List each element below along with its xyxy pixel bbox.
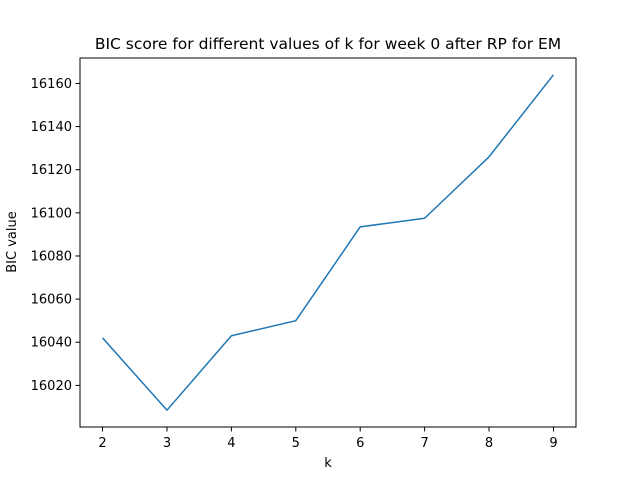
y-ticks: 16020 16040 16060 16080 16100 16120 16140 16160 xyxy=(31,77,80,394)
y-tick-label: 16080 xyxy=(31,249,72,264)
x-tick-label: 5 xyxy=(292,436,300,451)
series-line xyxy=(101,74,555,411)
plot-area xyxy=(101,74,555,411)
x-axis-label: k xyxy=(324,456,332,471)
y-tick-label: 16020 xyxy=(31,379,72,394)
x-tick-label: 3 xyxy=(163,436,171,451)
x-tick-label: 8 xyxy=(485,436,493,451)
y-tick-label: 16060 xyxy=(31,293,72,308)
x-tick-label: 7 xyxy=(420,436,428,451)
x-tick-label: 4 xyxy=(227,436,235,451)
y-tick-label: 16160 xyxy=(31,77,72,92)
y-axis-label: BIC value xyxy=(5,211,20,272)
x-tick-label: 6 xyxy=(356,436,364,451)
y-tick-label: 16140 xyxy=(31,120,72,135)
axes-frame xyxy=(79,57,577,428)
x-tick-label: 9 xyxy=(549,436,557,451)
chart-title: BIC score for different values of k for … xyxy=(95,35,561,53)
x-tick-label: 2 xyxy=(98,436,106,451)
x-ticks: 2 3 4 5 6 7 8 9 xyxy=(98,427,558,451)
y-tick-label: 16100 xyxy=(31,206,72,221)
y-tick-label: 16040 xyxy=(31,336,72,351)
y-tick-label: 16120 xyxy=(31,163,72,178)
